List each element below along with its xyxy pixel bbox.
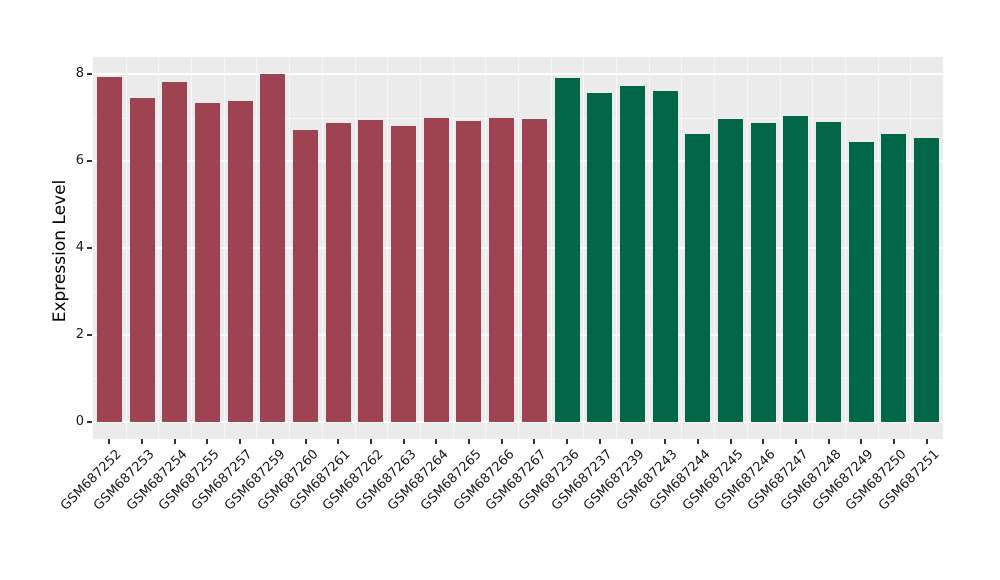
x-tick-mark	[500, 439, 503, 444]
bar	[293, 129, 318, 422]
vertical-gridline	[616, 57, 618, 439]
x-tick-mark	[729, 439, 732, 444]
bar	[391, 126, 417, 422]
x-tick-mark	[827, 439, 830, 444]
x-tick-mark	[108, 439, 111, 444]
bar	[848, 142, 874, 422]
x-tick-mark	[369, 439, 372, 444]
vertical-gridline	[387, 57, 389, 439]
vertical-gridline	[648, 57, 650, 439]
y-tick-mark	[87, 333, 92, 336]
x-tick-mark	[794, 439, 797, 444]
y-tick-mark	[87, 420, 92, 423]
bar	[194, 103, 220, 422]
bar	[619, 85, 645, 422]
vertical-gridline	[158, 57, 160, 439]
bar	[96, 76, 122, 422]
plot-panel	[93, 57, 943, 439]
vertical-gridline	[550, 57, 552, 439]
bar	[227, 100, 253, 422]
bar	[587, 92, 613, 422]
bar	[750, 122, 776, 422]
y-tick-mark	[87, 160, 92, 163]
y-tick-label: 0	[75, 413, 84, 429]
bar	[325, 122, 351, 422]
bar	[162, 82, 188, 422]
x-tick-mark	[566, 439, 569, 444]
x-tick-mark	[762, 439, 765, 444]
x-tick-mark	[631, 439, 634, 444]
vertical-gridline	[191, 57, 193, 439]
x-tick-mark	[304, 439, 307, 444]
vertical-gridline	[746, 57, 748, 439]
y-tick-label: 4	[75, 240, 84, 255]
bar	[914, 138, 940, 422]
vertical-gridline	[321, 57, 323, 439]
y-tick-label: 8	[75, 66, 84, 82]
bar	[881, 134, 907, 422]
vertical-gridline	[354, 57, 356, 439]
bar	[260, 74, 286, 422]
bar	[816, 121, 842, 422]
vertical-gridline	[812, 57, 814, 439]
bar	[129, 98, 155, 422]
vertical-gridline	[256, 57, 258, 439]
vertical-gridline	[125, 57, 127, 439]
vertical-gridline	[452, 57, 454, 439]
vertical-gridline	[681, 57, 683, 439]
vertical-gridline	[779, 57, 781, 439]
y-tick-mark	[87, 73, 92, 76]
vertical-gridline	[419, 57, 421, 439]
bar	[456, 120, 482, 422]
bar	[718, 119, 743, 422]
x-tick-mark	[173, 439, 176, 444]
x-tick-mark	[664, 439, 667, 444]
vertical-gridline	[289, 57, 291, 439]
x-tick-mark	[271, 439, 274, 444]
x-tick-mark	[892, 439, 895, 444]
y-tick-label: 2	[75, 326, 84, 342]
y-tick-mark	[87, 247, 92, 249]
x-tick-mark	[239, 439, 242, 444]
x-tick-mark	[860, 439, 863, 444]
vertical-gridline	[518, 57, 519, 439]
bar	[423, 118, 449, 422]
vertical-gridline	[910, 57, 912, 439]
vertical-gridline	[485, 57, 487, 439]
x-tick-mark	[467, 439, 470, 444]
vertical-gridline	[583, 57, 585, 439]
x-tick-mark	[206, 439, 209, 444]
bar	[521, 118, 547, 422]
x-tick-mark	[337, 439, 340, 444]
x-tick-mark	[533, 439, 536, 444]
x-tick-mark	[141, 439, 144, 444]
x-tick-mark	[598, 439, 601, 444]
bar	[685, 134, 711, 422]
bar	[358, 119, 384, 422]
x-tick-mark	[925, 439, 928, 444]
x-tick-mark	[402, 439, 405, 444]
bar	[783, 116, 809, 422]
bar	[554, 78, 580, 422]
y-tick-label: 6	[75, 153, 84, 169]
vertical-gridline	[844, 57, 846, 439]
vertical-gridline	[714, 57, 716, 439]
bar	[489, 117, 515, 422]
vertical-gridline	[877, 57, 879, 439]
bar	[652, 91, 678, 422]
vertical-gridline	[223, 57, 225, 439]
x-tick-mark	[435, 439, 438, 444]
x-tick-mark	[696, 439, 699, 444]
